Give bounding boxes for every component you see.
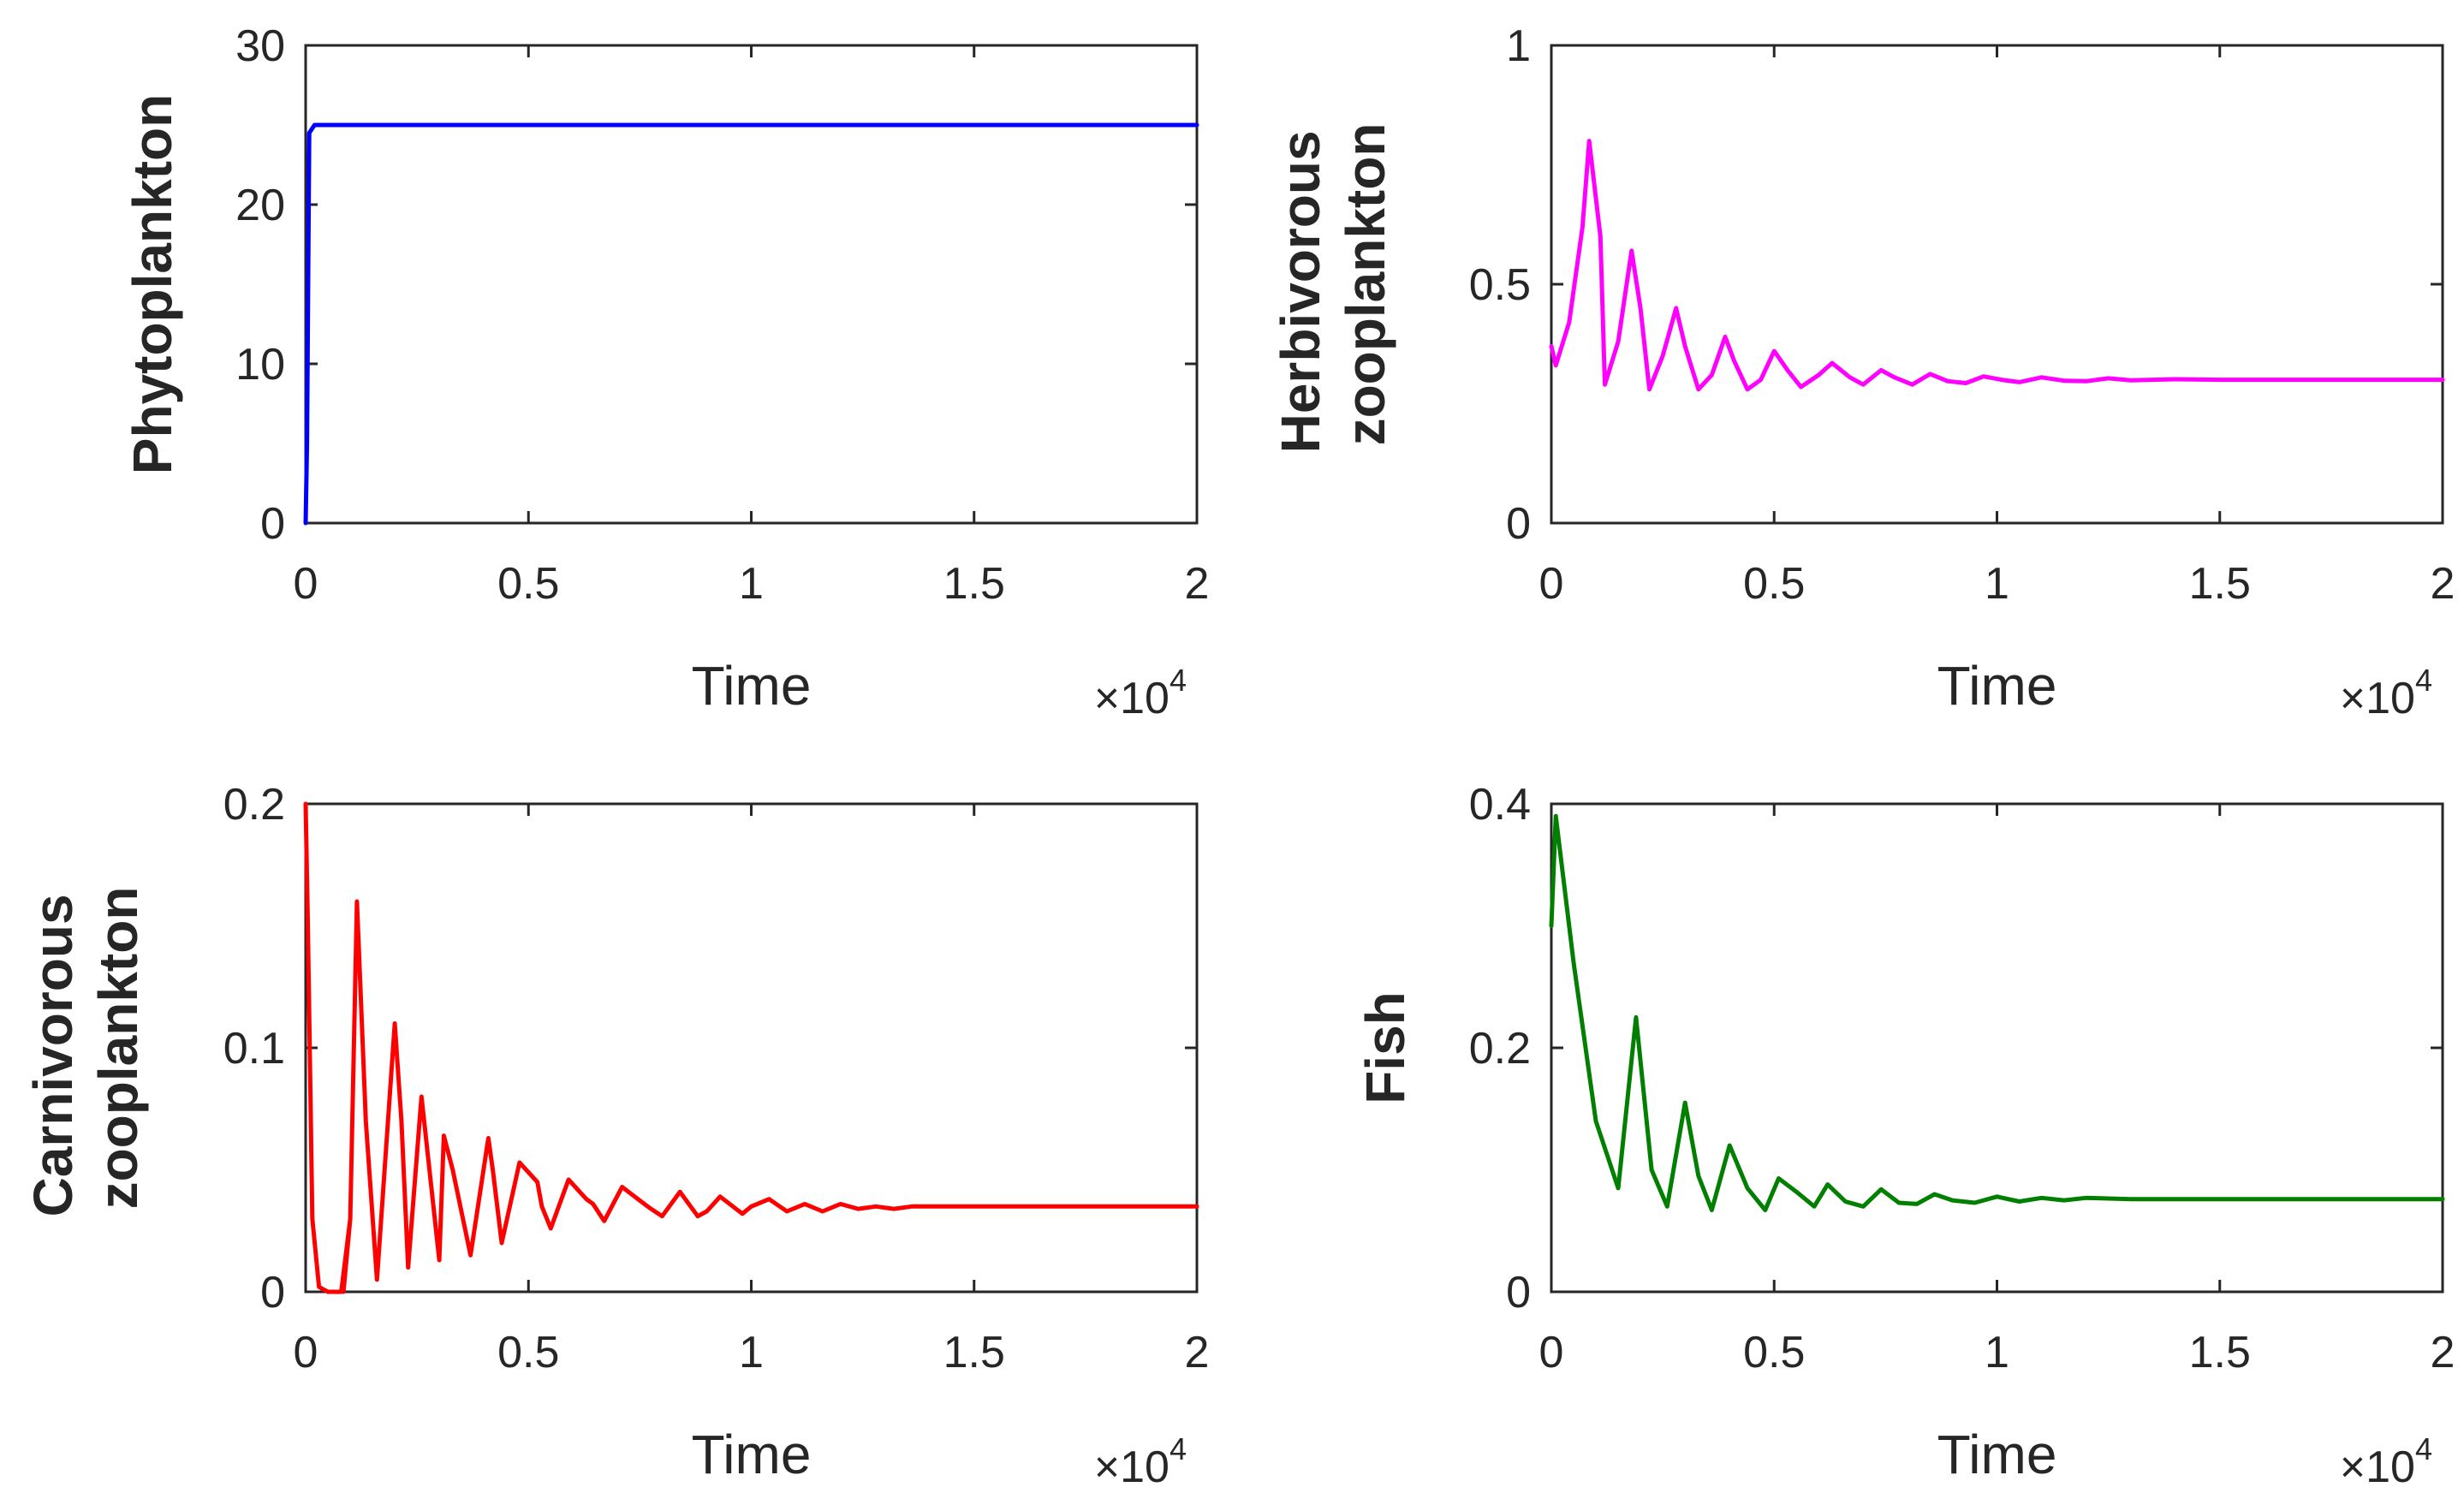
y-tick-label: 0.2 — [1469, 1024, 1531, 1074]
y-axis-label-line-2: zooplankton — [1335, 123, 1396, 446]
x-axis-multiplier: ×104 — [2340, 1431, 2432, 1492]
x-tick-label: 2 — [1185, 559, 1210, 609]
x-axis-label: Time — [692, 1424, 812, 1485]
x-axis-multiplier-exponent: 4 — [1170, 663, 1187, 698]
x-tick-label: 1.5 — [943, 559, 1005, 609]
y-tick-label: 0.2 — [223, 780, 285, 830]
y-tick-label: 20 — [235, 181, 285, 230]
x-tick-label: 1 — [739, 559, 764, 609]
x-axis-multiplier-exponent: 4 — [2415, 1431, 2432, 1466]
x-axis-multiplier-base: ×10 — [1094, 674, 1170, 723]
x-tick-label: 2 — [1185, 1328, 1210, 1377]
x-tick-label: 1 — [1985, 1328, 2009, 1377]
x-axis-multiplier-exponent: 4 — [1170, 1431, 1187, 1466]
y-tick-label: 0.1 — [223, 1024, 285, 1074]
x-axis-multiplier-base: ×10 — [1094, 1442, 1170, 1492]
x-tick-label: 1 — [739, 1328, 764, 1377]
x-axis-multiplier: ×104 — [1094, 663, 1187, 723]
y-axis-label-line-1: Carnivorous — [22, 894, 84, 1216]
x-tick-label: 0.5 — [1743, 559, 1805, 609]
x-tick-label: 0.5 — [497, 1328, 559, 1377]
y-tick-label: 0.4 — [1469, 780, 1531, 830]
y-tick-label: 0 — [260, 499, 285, 549]
y-axis-label: Fish — [1354, 991, 1416, 1104]
y-tick-label: 1 — [1506, 21, 1531, 71]
x-axis-label: Time — [1937, 1424, 2057, 1485]
x-axis-multiplier-base: ×10 — [2340, 674, 2415, 723]
y-axis-label-line-2: zooplankton — [87, 887, 149, 1210]
subplot-fish: Fish Time 0 0.5 1 1.5 2 0 0.2 0.4 ×104 — [1354, 780, 2455, 1492]
x-tick-label: 0 — [1539, 1328, 1564, 1377]
y-axis-label: Herbivorous zooplankton — [1270, 116, 1396, 454]
x-axis-multiplier: ×104 — [1094, 1431, 1187, 1492]
series-line — [1549, 813, 2445, 1212]
y-tick-label: 0 — [260, 1268, 285, 1318]
x-axis-multiplier-exponent: 4 — [2415, 663, 2432, 698]
x-tick-label: 1 — [1985, 559, 2009, 609]
x-axis-label: Time — [1937, 655, 2057, 717]
y-tick-label: 10 — [235, 340, 285, 390]
y-tick-label: 0 — [1506, 499, 1531, 549]
y-tick-label: 0.5 — [1469, 260, 1531, 310]
y-tick-label: 0 — [1506, 1268, 1531, 1318]
y-axis-label: Carnivorous zooplankton — [22, 879, 149, 1217]
x-tick-label: 1.5 — [2189, 1328, 2251, 1377]
series-line — [303, 122, 1199, 526]
subplot-carnivorous-zooplankton: Carnivorous zooplankton Time 0 0.5 1 1.5 2 0 0… — [22, 780, 1209, 1492]
x-tick-label: 2 — [2431, 559, 2455, 609]
x-axis-multiplier: ×104 — [2340, 663, 2432, 723]
x-tick-label: 0 — [294, 559, 318, 609]
y-axis-label: Phytoplankton — [122, 94, 183, 474]
x-tick-label: 1.5 — [943, 1328, 1005, 1377]
y-axis-label-line-1: Herbivorous — [1270, 130, 1331, 453]
x-axis-label: Time — [692, 655, 812, 717]
series-line — [303, 801, 1199, 1294]
subplot-herbivorous-zooplankton: Herbivorous zooplankton Time 0 0.5 1 1.5 2 0 0… — [1270, 21, 2455, 723]
y-tick-label: 30 — [235, 21, 285, 71]
x-tick-label: 0 — [1539, 559, 1564, 609]
x-tick-label: 2 — [2431, 1328, 2455, 1377]
x-tick-label: 0.5 — [497, 559, 559, 609]
x-tick-label: 0.5 — [1743, 1328, 1805, 1377]
x-tick-label: 1.5 — [2189, 559, 2251, 609]
series-line — [1549, 139, 2445, 392]
x-tick-label: 0 — [294, 1328, 318, 1377]
x-axis-multiplier-base: ×10 — [2340, 1442, 2415, 1492]
